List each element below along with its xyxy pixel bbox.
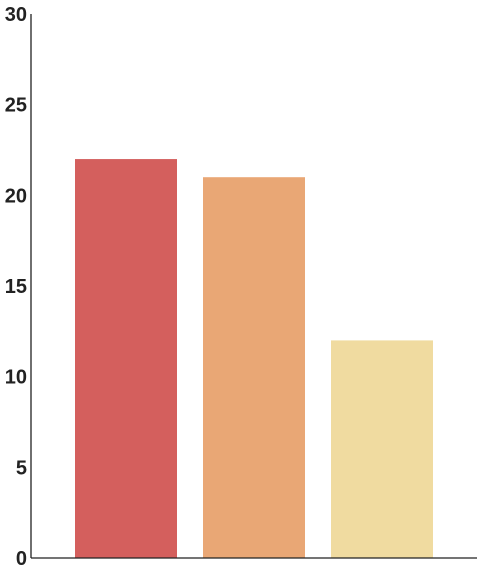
y-tick-label: 20 (5, 185, 27, 207)
y-tick-label: 5 (16, 457, 27, 479)
bars-group (75, 159, 433, 559)
y-tick-label: 30 (5, 4, 27, 26)
bar-3 (331, 340, 433, 558)
bar-1 (75, 159, 177, 559)
y-tick-label: 0 (16, 548, 27, 570)
y-tick-label: 25 (5, 95, 27, 117)
y-axis-ticks: 0 5 10 15 20 25 30 (5, 4, 27, 570)
y-tick-label: 10 (5, 367, 27, 389)
y-tick-label: 15 (5, 276, 27, 298)
bar-2 (203, 177, 305, 558)
